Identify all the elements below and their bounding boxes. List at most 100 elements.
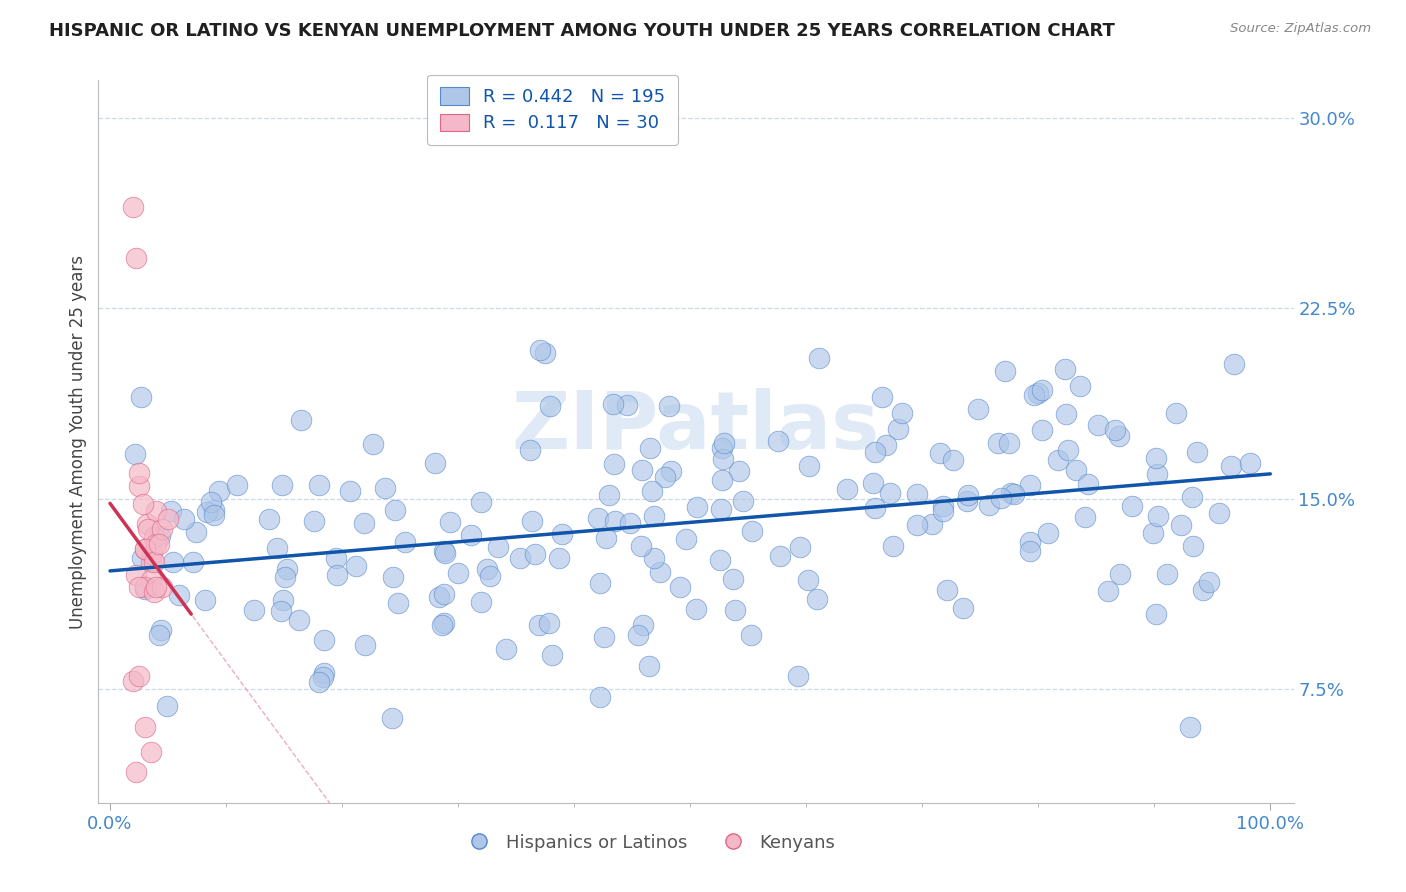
Point <box>998 435 1021 450</box>
Point <box>184 524 207 539</box>
Point <box>741 524 763 538</box>
Point <box>1142 525 1164 540</box>
Point <box>603 514 626 528</box>
Point <box>242 603 264 617</box>
Point <box>630 539 652 553</box>
Point <box>131 497 153 511</box>
Point <box>675 532 697 546</box>
Point <box>931 504 953 518</box>
Point <box>1069 379 1091 393</box>
Point <box>288 614 311 628</box>
Point <box>837 482 859 496</box>
Point <box>1223 357 1246 371</box>
Point <box>541 648 564 662</box>
Point <box>325 551 347 566</box>
Point <box>710 441 733 455</box>
Point <box>942 453 965 467</box>
Point <box>870 390 893 404</box>
Point <box>529 343 551 358</box>
Point <box>1146 451 1168 466</box>
Point <box>654 470 676 484</box>
Point <box>1146 467 1168 482</box>
Point <box>139 573 162 587</box>
Point <box>1181 490 1204 504</box>
Point <box>669 580 692 594</box>
Point <box>427 590 450 604</box>
Point <box>150 522 173 536</box>
Point <box>276 561 298 575</box>
Point <box>905 518 928 533</box>
Point <box>312 633 335 648</box>
Point <box>122 674 145 689</box>
Point <box>534 346 557 360</box>
Point <box>226 478 249 492</box>
Point <box>721 572 744 586</box>
Point <box>150 624 173 638</box>
Legend: Hispanics or Latinos, Kenyans: Hispanics or Latinos, Kenyans <box>454 826 842 859</box>
Point <box>519 443 541 458</box>
Point <box>994 364 1017 378</box>
Point <box>1198 575 1220 590</box>
Point <box>1147 508 1170 523</box>
Point <box>139 555 162 569</box>
Point <box>806 591 828 606</box>
Point <box>548 551 571 566</box>
Point <box>134 542 156 557</box>
Point <box>929 446 952 460</box>
Point <box>957 488 980 502</box>
Point <box>979 498 1001 512</box>
Point <box>433 616 456 631</box>
Point <box>936 582 959 597</box>
Point <box>619 516 641 530</box>
Point <box>143 555 166 569</box>
Point <box>1170 517 1192 532</box>
Point <box>479 569 502 583</box>
Point <box>1219 459 1241 474</box>
Point <box>270 604 292 618</box>
Point <box>475 562 498 576</box>
Point <box>1019 544 1042 558</box>
Point <box>589 690 612 705</box>
Point <box>966 401 988 416</box>
Point <box>134 720 156 734</box>
Text: Source: ZipAtlas.com: Source: ZipAtlas.com <box>1230 22 1371 36</box>
Point <box>589 576 612 591</box>
Point <box>200 495 222 509</box>
Point <box>208 484 231 499</box>
Point <box>143 585 166 599</box>
Point <box>724 603 747 617</box>
Point <box>863 445 886 459</box>
Point <box>551 527 574 541</box>
Point <box>124 567 146 582</box>
Point <box>659 464 682 478</box>
Point <box>1031 423 1053 437</box>
Point <box>134 582 156 596</box>
Point <box>257 512 280 526</box>
Point <box>890 407 912 421</box>
Point <box>148 537 170 551</box>
Point <box>1146 607 1168 622</box>
Point <box>592 630 614 644</box>
Point <box>128 580 150 594</box>
Point <box>640 483 662 498</box>
Point <box>145 580 167 594</box>
Point <box>181 555 204 569</box>
Point <box>302 514 325 528</box>
Point <box>1054 407 1077 421</box>
Point <box>1191 582 1213 597</box>
Point <box>139 745 162 759</box>
Point <box>446 566 468 580</box>
Point <box>797 574 820 588</box>
Point <box>1057 443 1080 458</box>
Point <box>439 515 461 529</box>
Point <box>271 592 294 607</box>
Point <box>631 617 654 632</box>
Point <box>128 467 150 481</box>
Point <box>538 399 561 413</box>
Point <box>339 484 361 499</box>
Point <box>173 511 195 525</box>
Point <box>1121 499 1143 513</box>
Point <box>124 765 146 780</box>
Point <box>131 551 153 566</box>
Point <box>430 618 453 632</box>
